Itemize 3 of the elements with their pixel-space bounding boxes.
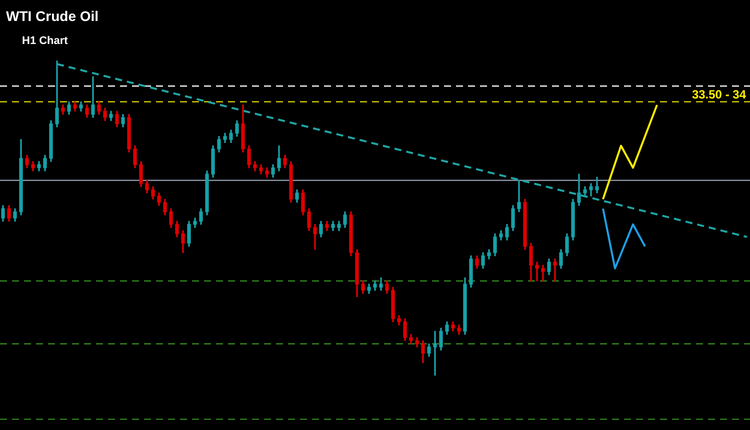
chart-title: WTI Crude Oil	[6, 8, 99, 24]
annotation: 33.50 - 34	[692, 87, 746, 102]
chart-subtitle: H1 Chart	[22, 35, 68, 47]
